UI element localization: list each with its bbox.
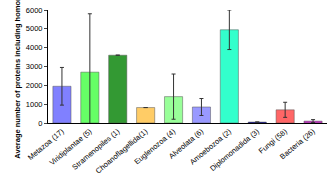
- svg-text:6000: 6000: [26, 6, 43, 15]
- svg-text:Choanoflagellida(1): Choanoflagellida(1): [94, 126, 150, 175]
- svg-text:Metazoa (17): Metazoa (17): [26, 126, 66, 162]
- svg-text:Average number of proteins inc: Average number of proteins including hom…: [13, 0, 22, 159]
- svg-text:Amoebozoa (2): Amoebozoa (2): [188, 126, 233, 166]
- svg-text:1000: 1000: [26, 100, 43, 109]
- svg-text:Euglenozoa (4): Euglenozoa (4): [132, 126, 177, 166]
- svg-text:4000: 4000: [26, 43, 43, 52]
- svg-text:3000: 3000: [26, 62, 43, 71]
- svg-text:Viridiplantae (5): Viridiplantae (5): [48, 126, 94, 167]
- svg-text:2000: 2000: [26, 81, 43, 90]
- svg-text:0: 0: [38, 119, 42, 128]
- svg-text:Diplomonadida (3): Diplomonadida (3): [208, 126, 261, 173]
- svg-text:Fungi (58): Fungi (58): [257, 126, 289, 155]
- svg-text:5000: 5000: [26, 24, 43, 33]
- svg-text:Stramenopiles (1): Stramenopiles (1): [70, 126, 122, 171]
- svg-text:Bacteria (26): Bacteria (26): [278, 126, 317, 161]
- svg-text:Alveolata (6): Alveolata (6): [167, 126, 205, 160]
